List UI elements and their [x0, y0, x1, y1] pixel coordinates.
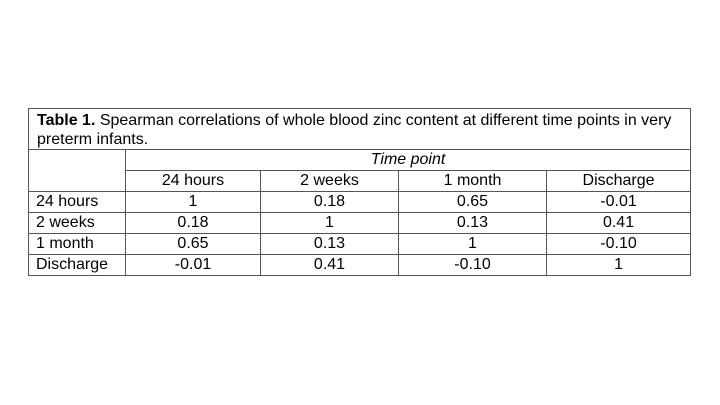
table-cell: 0.41 — [260, 254, 399, 276]
row-label: 1 month — [28, 233, 126, 255]
table-row: Discharge -0.01 0.41 -0.10 1 — [28, 254, 692, 276]
column-header-row: 24 hours 2 weeks 1 month Discharge — [29, 170, 692, 192]
row-label: 24 hours — [28, 191, 126, 213]
table-cell: 0.13 — [260, 233, 399, 255]
table-cell: 0.41 — [545, 212, 692, 234]
table-cell: 1 — [398, 233, 547, 255]
table-cell: 0.18 — [125, 212, 261, 234]
table-cell: -0.10 — [545, 233, 692, 255]
correlation-table: Table 1. Spearman correlations of whole … — [27, 108, 692, 276]
group-header-row: Time point — [28, 149, 692, 192]
table-cell: -0.10 — [398, 254, 547, 276]
table-caption: Table 1. Spearman correlations of whole … — [27, 108, 692, 150]
column-header: 24 hours — [125, 170, 261, 192]
column-header: 1 month — [398, 170, 547, 192]
table-cell: 0.65 — [125, 233, 261, 255]
row-label: 2 weeks — [28, 212, 126, 234]
table-caption-label: Table 1. — [37, 112, 96, 129]
time-point-header: Time point — [124, 149, 692, 171]
caption-row: Table 1. Spearman correlations of whole … — [27, 108, 692, 150]
column-header: 2 weeks — [260, 170, 399, 192]
empty-corner-cell — [28, 149, 126, 192]
table-row: 1 month 0.65 0.13 1 -0.10 — [28, 233, 692, 255]
row-label: Discharge — [28, 254, 126, 276]
table-cell: 0.18 — [260, 191, 399, 213]
table-row: 2 weeks 0.18 1 0.13 0.41 — [28, 212, 692, 234]
table-cell: 1 — [125, 191, 261, 213]
table-cell: 0.65 — [398, 191, 547, 213]
table-cell: 0.13 — [398, 212, 547, 234]
column-header: Discharge — [545, 170, 692, 192]
table-cell: 1 — [545, 254, 692, 276]
table-cell: -0.01 — [125, 254, 261, 276]
table-caption-text: Spearman correlations of whole blood zin… — [37, 112, 672, 148]
table-cell: 1 — [260, 212, 399, 234]
table-cell: -0.01 — [545, 191, 692, 213]
correlation-table-container: Table 1. Spearman correlations of whole … — [27, 108, 692, 276]
table-row: 24 hours 1 0.18 0.65 -0.01 — [28, 191, 692, 213]
